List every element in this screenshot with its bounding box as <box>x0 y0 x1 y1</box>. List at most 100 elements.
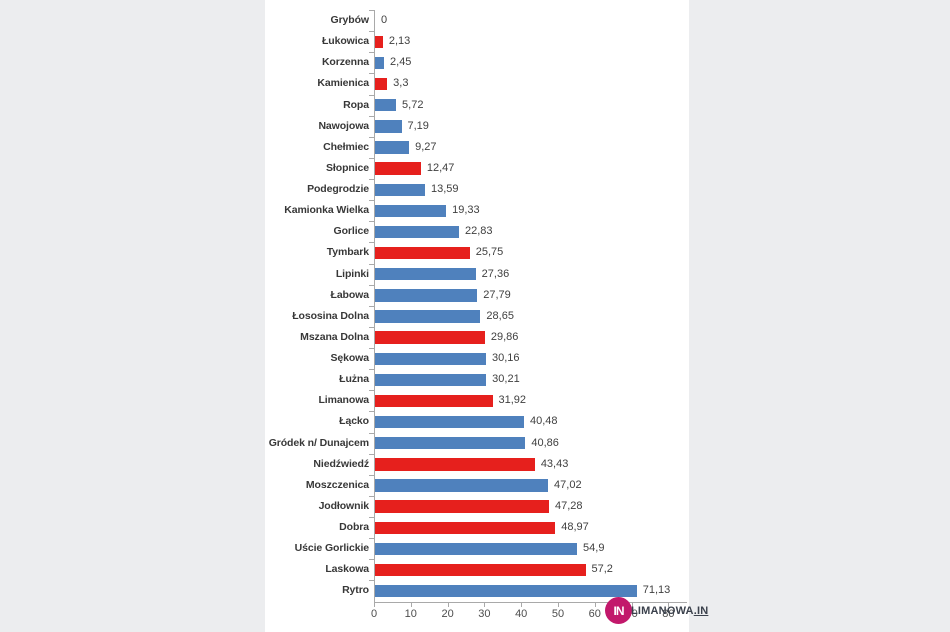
x-tick-label: 40 <box>515 608 528 620</box>
bar <box>375 563 586 577</box>
bar <box>375 289 478 302</box>
category-tick <box>369 263 375 265</box>
bar <box>375 120 402 133</box>
bar <box>375 246 470 260</box>
chart-row: Grybów 0 <box>265 10 689 31</box>
chart-row: Laskowa 57,2 <box>265 559 689 580</box>
chart-row: Kamienica 3,3 <box>265 73 689 94</box>
category-label: Grybów <box>330 14 370 26</box>
value-label: 57,2 <box>591 563 613 576</box>
category-label: Kamienica <box>317 77 369 90</box>
bar <box>375 352 486 365</box>
bar <box>375 373 487 387</box>
bar <box>375 99 396 112</box>
chart-row: Słopnice 12,47 <box>265 157 689 179</box>
category-label: Korzenna <box>321 56 369 69</box>
value-label: 7,19 <box>407 119 429 132</box>
value-label: 54,9 <box>583 542 605 555</box>
x-tick-label: 20 <box>441 608 454 620</box>
chart-row: Kamionka Wielka 19,33 <box>265 200 689 221</box>
value-label: 25,75 <box>475 246 504 259</box>
x-tick-label: 50 <box>551 608 565 620</box>
category-label: Limanowa <box>318 394 369 407</box>
category-label: Moszczenica <box>305 478 369 491</box>
value-label: 3,3 <box>393 77 409 90</box>
bar <box>375 225 459 239</box>
limanowa-logo-icon: IN <box>605 597 632 624</box>
category-tick <box>369 411 375 413</box>
chart-row: Łużna 30,21 <box>265 369 689 390</box>
bar <box>375 542 577 556</box>
bar <box>375 500 549 513</box>
category-tick <box>369 31 375 33</box>
value-label: 40,86 <box>531 436 559 449</box>
category-tick <box>369 284 375 286</box>
category-tick <box>369 94 375 96</box>
value-label: 47,28 <box>554 499 583 512</box>
value-label: 19,33 <box>452 204 480 217</box>
chart-row: Uście Gorlickie 54,9 <box>265 538 689 559</box>
chart-row: Korzenna 2,45 <box>265 52 689 73</box>
category-label: Ropa <box>343 98 369 111</box>
category-label: Rytro <box>342 584 369 597</box>
category-tick <box>369 326 375 328</box>
value-label: 27,79 <box>483 288 511 301</box>
category-label: Niedźwiedź <box>313 457 369 470</box>
category-label: Lipinki <box>335 267 369 280</box>
bar <box>375 183 425 196</box>
category-tick <box>369 115 375 117</box>
bar <box>375 204 447 218</box>
value-label: 30,21 <box>492 373 520 386</box>
chart-row: Gorlice 22,83 <box>265 221 689 242</box>
chart-row: Łącko 40,48 <box>265 411 689 432</box>
category-label: Mszana Dolna <box>300 330 369 343</box>
category-tick <box>369 390 375 392</box>
bar <box>375 268 476 281</box>
chart-row: Limanowa 31,92 <box>265 390 689 411</box>
category-label: Tymbark <box>326 246 369 259</box>
bar <box>375 310 481 323</box>
chart-row: Jodłownik 47,28 <box>265 495 689 517</box>
category-label: Laskowa <box>325 563 369 576</box>
chart-row: Sękowa 30,16 <box>265 348 689 369</box>
x-tick-label: 0 <box>370 608 378 620</box>
x-tick-label: 80 <box>662 608 675 620</box>
chart-row: Łabowa 27,79 <box>265 284 689 306</box>
value-label: 28,65 <box>486 309 514 322</box>
chart-panel: Grybów 0 Łukowica 2,13 Korzenna 2,45 Kamienica… <box>265 0 708 632</box>
category-tick <box>369 179 375 180</box>
chart-row: Rytro 71,13 <box>265 580 689 601</box>
bar <box>375 141 410 154</box>
x-tick-label: 10 <box>404 608 417 620</box>
x-axis-line <box>374 602 687 603</box>
value-label: 30,16 <box>491 352 520 364</box>
bar <box>375 521 556 534</box>
category-label: Dobra <box>339 521 369 533</box>
category-label: Chełmiec <box>323 140 369 153</box>
value-label: 43,43 <box>540 457 569 470</box>
category-tick <box>369 10 375 11</box>
value-label: 48,97 <box>561 521 589 533</box>
chart-row: Podegrodzie 13,59 <box>265 179 689 200</box>
x-tick <box>447 603 449 607</box>
chart-row: Łososina Dolna 28,65 <box>265 305 689 327</box>
value-label: 71,13 <box>642 584 671 597</box>
x-tick <box>374 603 375 607</box>
category-tick <box>369 495 375 497</box>
category-tick <box>369 474 375 476</box>
chart-row: Ropa 5,72 <box>265 94 689 116</box>
chart-rows: Grybów 0 Łukowica 2,13 Korzenna 2,45 Kamienica… <box>265 10 689 602</box>
category-label: Sękowa <box>330 352 369 364</box>
bar <box>375 331 485 344</box>
category-label: Uście Gorlickie <box>294 542 369 555</box>
chart-row: Tymbark 25,75 <box>265 242 689 263</box>
category-label: Łużna <box>339 373 369 386</box>
bar <box>375 56 384 70</box>
category-label: Kamionka Wielka <box>284 204 369 217</box>
category-tick <box>369 200 375 202</box>
value-label: 2,13 <box>388 35 411 48</box>
bar <box>375 394 493 408</box>
bar <box>375 458 535 471</box>
category-label: Łososina Dolna <box>292 309 369 322</box>
value-label: 40,48 <box>529 415 558 428</box>
